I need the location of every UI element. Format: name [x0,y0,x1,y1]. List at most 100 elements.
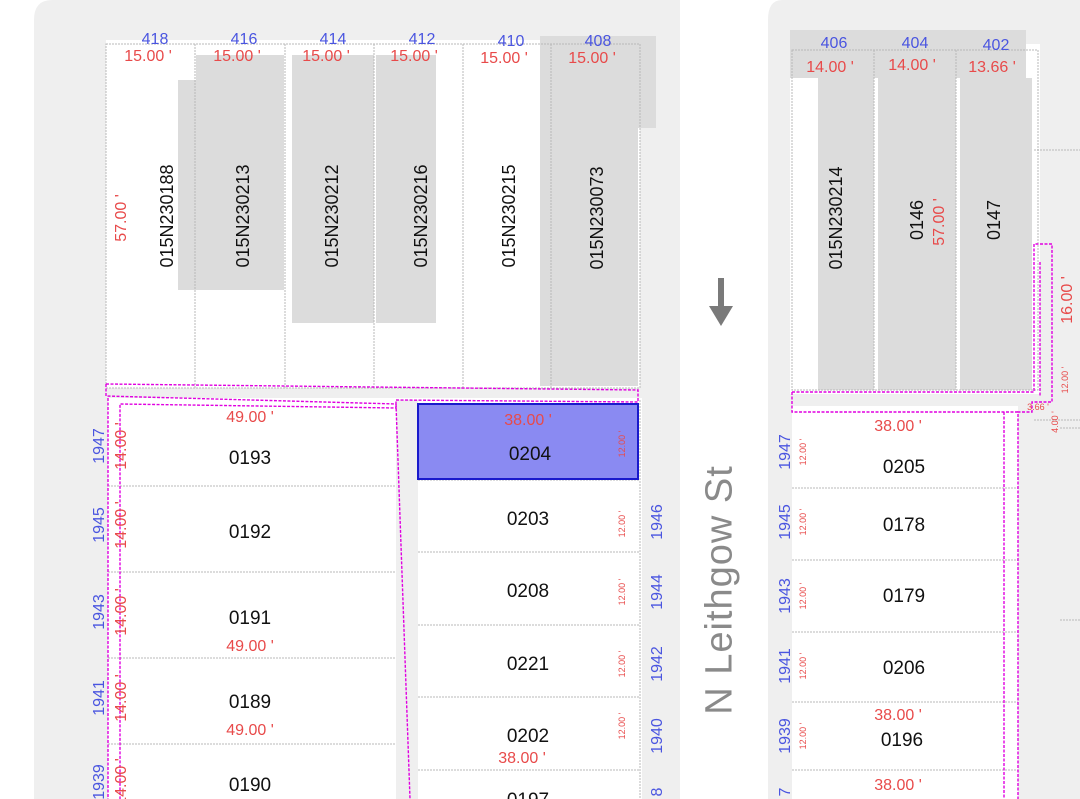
address-1946: 1946 [649,504,666,540]
address-1945-left: 1945 [91,507,108,543]
parcel-0208[interactable]: 0208 [507,581,549,602]
address-410: 410 [498,33,525,50]
parcel-0221[interactable]: 0221 [507,654,549,675]
parcel-0197[interactable]: 0197 [507,790,549,799]
width-1939-left: 14.00 ' [113,758,130,799]
parcel-0147[interactable]: 0147 [984,200,1004,240]
address-partial-7: 7 [777,787,794,796]
width-1945-left: 14.00 ' [113,501,130,549]
width-0208: 12.00 ' [617,578,627,605]
right-lower-lot-lines [792,149,1080,771]
parcel-0179[interactable]: 0179 [883,586,925,607]
width-404: 14.00 ' [888,57,936,74]
parcel-015N230216[interactable]: 015N230216 [411,164,431,267]
left-east-labels: 38.00 ' 0204 12.00 ' 0203 12.00 ' 1946 0… [498,412,666,799]
parcel-015N230188[interactable]: 015N230188 [157,164,177,267]
parcel-0192[interactable]: 0192 [229,522,271,543]
width-0179: 12.00 ' [798,582,808,609]
parcel-015N230213[interactable]: 015N230213 [233,164,253,267]
width-1943-left: 14.00 ' [113,588,130,636]
width-402: 13.66 ' [968,59,1016,76]
depth-0189: 49.00 ' [226,722,274,739]
right-lower-area [792,406,1018,799]
depth-0205: 38.00 ' [874,418,922,435]
parcel-0204[interactable]: 0204 [509,444,552,465]
strip-dim-12: 12.00 ' [1060,366,1070,393]
parcel-015N230212[interactable]: 015N230212 [322,164,342,267]
parcel-0196[interactable]: 0196 [881,730,923,751]
left-west-labels: 1947 14.00 ' 49.00 ' 0193 1945 14.00 ' 0… [91,409,274,799]
address-1941-left: 1941 [91,680,108,716]
down-arrow-icon [709,278,733,326]
right-top-lot-lines [791,49,1039,391]
depth-0196: 38.00 ' [874,707,922,724]
depth-bottom-right: 38.00 ' [874,777,922,794]
strip-dim-4: 4.00 ' [1050,411,1060,433]
width-1941-left: 14.00 ' [113,674,130,722]
address-1945-right: 1945 [777,504,794,540]
right-west-labels: 38.00 ' 0205 1947 12.00 ' 0178 1945 12.0… [777,418,925,796]
width-1947-left: 14.00 ' [113,422,130,470]
left-top-lot-lines [105,43,641,389]
address-1943-right: 1943 [777,578,794,614]
address-418: 418 [142,31,169,48]
parcel-0191[interactable]: 0191 [229,608,271,629]
address-1939-right: 1939 [777,718,794,754]
parcel-0190[interactable]: 0190 [229,775,271,796]
address-402: 402 [983,37,1010,54]
address-1939-left: 1939 [91,764,108,799]
parcel-0178[interactable]: 0178 [883,515,925,536]
parcel-0206[interactable]: 0206 [883,658,925,679]
width-0221: 12.00 ' [617,650,627,677]
address-1947-left: 1947 [91,428,108,464]
width-410: 15.00 ' [480,50,528,67]
width-0178: 12.00 ' [798,508,808,535]
address-408: 408 [585,33,612,50]
left-top-labels: 418 15.00 ' 416 15.00 ' 414 15.00 ' 412 … [113,31,616,270]
parcel-0205[interactable]: 0205 [883,457,925,478]
address-1942: 1942 [649,646,666,682]
left-boundary [105,383,639,799]
parcel-0189[interactable]: 0189 [229,692,271,713]
left-gap [396,400,418,799]
address-1943-left: 1943 [91,594,108,630]
address-1941-right: 1941 [777,648,794,684]
parcel-015N230214[interactable]: 015N230214 [826,166,846,269]
parcel-0193[interactable]: 0193 [229,448,271,469]
address-412: 412 [409,31,436,48]
address-1944: 1944 [649,574,666,610]
parcel-0146[interactable]: 0146 [907,200,927,240]
parcel-0202[interactable]: 0202 [507,726,549,747]
depth-0202: 38.00 ' [498,750,546,767]
street-name-label: N Leithgow St [698,465,741,715]
depth-0193: 49.00 ' [226,409,274,426]
width-414: 15.00 ' [302,48,350,65]
address-414: 414 [320,31,347,48]
width-0202: 12.00 ' [617,712,627,739]
left-top-depth: 57.00 ' [113,194,130,242]
width-418: 15.00 ' [124,48,172,65]
width-0206: 12.00 ' [798,652,808,679]
depth-0204: 38.00 ' [504,412,552,429]
width-0203: 12.00 ' [617,510,627,537]
left-buildings [178,36,656,386]
address-1947-right: 1947 [777,434,794,470]
strip-dim-16: 16.00 ' [1059,276,1076,324]
parcel-015N230073[interactable]: 015N230073 [587,166,607,269]
width-406: 14.00 ' [806,59,854,76]
parcel-0203[interactable]: 0203 [507,509,549,530]
parcel-015N230215[interactable]: 015N230215 [499,164,519,267]
address-1940: 1940 [649,718,666,754]
depth-0191: 49.00 ' [226,638,274,655]
right-buildings [790,30,1032,390]
strip-dim-366: 3.66 ' [1027,402,1049,412]
width-0204: 12.00 ' [617,430,627,457]
width-408: 15.00 ' [568,50,616,67]
right-top-depth: 57.00 ' [931,198,948,246]
selected-parcel-0204[interactable] [417,403,639,480]
right-top-labels: 406 14.00 ' 404 14.00 ' 402 13.66 ' 015N… [806,35,1076,433]
width-412: 15.00 ' [390,48,438,65]
address-416: 416 [231,31,258,48]
address-404: 404 [902,35,929,52]
